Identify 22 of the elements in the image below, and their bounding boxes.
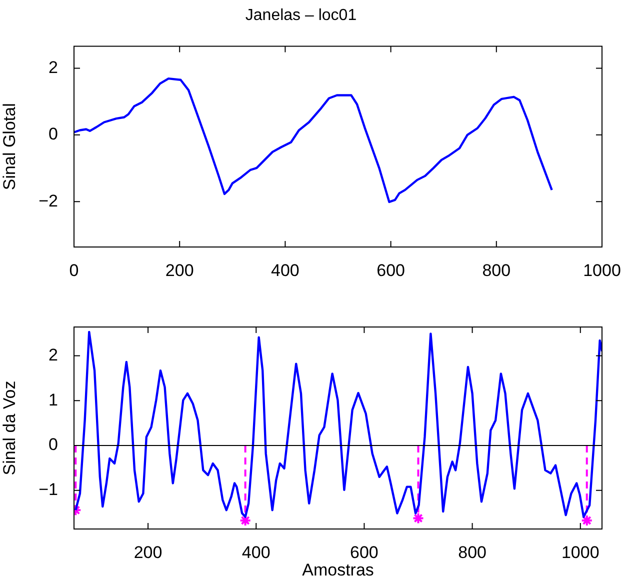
y-tick-label: 2: [48, 345, 58, 364]
x-tick-label: 1000: [561, 542, 600, 562]
x-tick-label: 600: [350, 542, 378, 562]
x-tick-label: 200: [165, 260, 194, 280]
y-tick-label: −2: [38, 191, 58, 210]
x-tick-label: 400: [271, 260, 300, 280]
y-tick-label: −1: [38, 480, 58, 500]
y-tick-label: 0: [48, 435, 58, 454]
x-tick-label: 200: [134, 542, 162, 562]
x-tick-label: 0: [69, 260, 79, 280]
chart-title: Janelas – loc01: [245, 7, 357, 24]
y-tick-label: 2: [48, 58, 58, 77]
y-axis-title: Sinal da Voz: [0, 380, 19, 476]
x-tick-label: 800: [482, 260, 511, 280]
y-tick-label: 0: [48, 124, 58, 144]
y-axis-title: Sinal Glotal: [0, 103, 19, 190]
x-tick-label: 600: [376, 260, 405, 280]
y-tick-label: 1: [48, 390, 58, 410]
x-axis-title: Amostras: [302, 560, 374, 580]
x-tick-label: 1000: [583, 260, 621, 280]
x-tick-label: 400: [242, 542, 270, 562]
x-tick-label: 800: [458, 542, 486, 562]
